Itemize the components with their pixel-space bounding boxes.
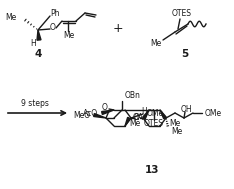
Text: +: + (113, 22, 123, 36)
Text: OMe: OMe (147, 108, 164, 118)
Polygon shape (102, 110, 114, 115)
Text: O: O (102, 102, 108, 112)
Text: O: O (134, 114, 140, 122)
Polygon shape (143, 110, 149, 119)
Polygon shape (160, 110, 166, 119)
Text: Me: Me (169, 119, 180, 129)
Text: OAc: OAc (133, 112, 148, 122)
Polygon shape (94, 114, 106, 118)
Text: Me: Me (150, 39, 162, 47)
Text: OTES: OTES (172, 9, 192, 19)
Text: OMe: OMe (205, 108, 222, 118)
Text: 13: 13 (145, 165, 159, 175)
Text: Ph: Ph (50, 9, 60, 18)
Text: 4: 4 (34, 49, 42, 59)
Text: Me: Me (171, 126, 182, 136)
Polygon shape (37, 30, 41, 40)
Text: 5: 5 (181, 49, 189, 59)
Text: Me: Me (6, 12, 17, 22)
Text: Me: Me (129, 119, 140, 129)
Text: MeO: MeO (73, 111, 90, 119)
Text: H: H (30, 40, 36, 49)
Text: 9 steps: 9 steps (21, 99, 49, 108)
Polygon shape (125, 117, 130, 126)
Text: AcO: AcO (83, 108, 98, 118)
Text: OH: OH (180, 105, 192, 115)
Text: Me: Me (63, 32, 75, 40)
Text: OBn: OBn (125, 91, 141, 101)
Text: H: H (141, 106, 147, 115)
Text: O: O (50, 22, 56, 32)
Text: OTES: OTES (144, 119, 164, 129)
